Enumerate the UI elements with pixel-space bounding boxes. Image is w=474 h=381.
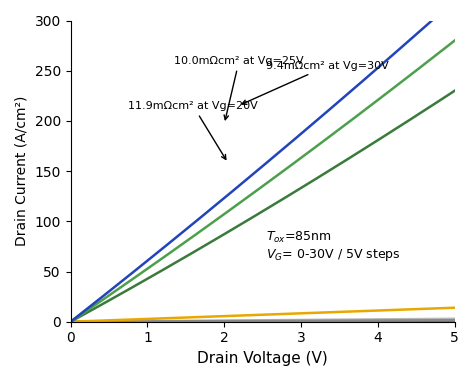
Text: 9.4mΩcm² at Vg=30V: 9.4mΩcm² at Vg=30V [242,61,389,104]
Y-axis label: Drain Current (A/cm²): Drain Current (A/cm²) [15,96,29,246]
Text: $T_{ox}$=85nm
$V_G$= 0-30V / 5V steps: $T_{ox}$=85nm $V_G$= 0-30V / 5V steps [266,230,401,263]
Text: 11.9mΩcm² at Vg=20V: 11.9mΩcm² at Vg=20V [128,101,258,159]
Text: 10.0mΩcm² at Vg=25V: 10.0mΩcm² at Vg=25V [174,56,304,120]
X-axis label: Drain Voltage (V): Drain Voltage (V) [197,351,328,366]
